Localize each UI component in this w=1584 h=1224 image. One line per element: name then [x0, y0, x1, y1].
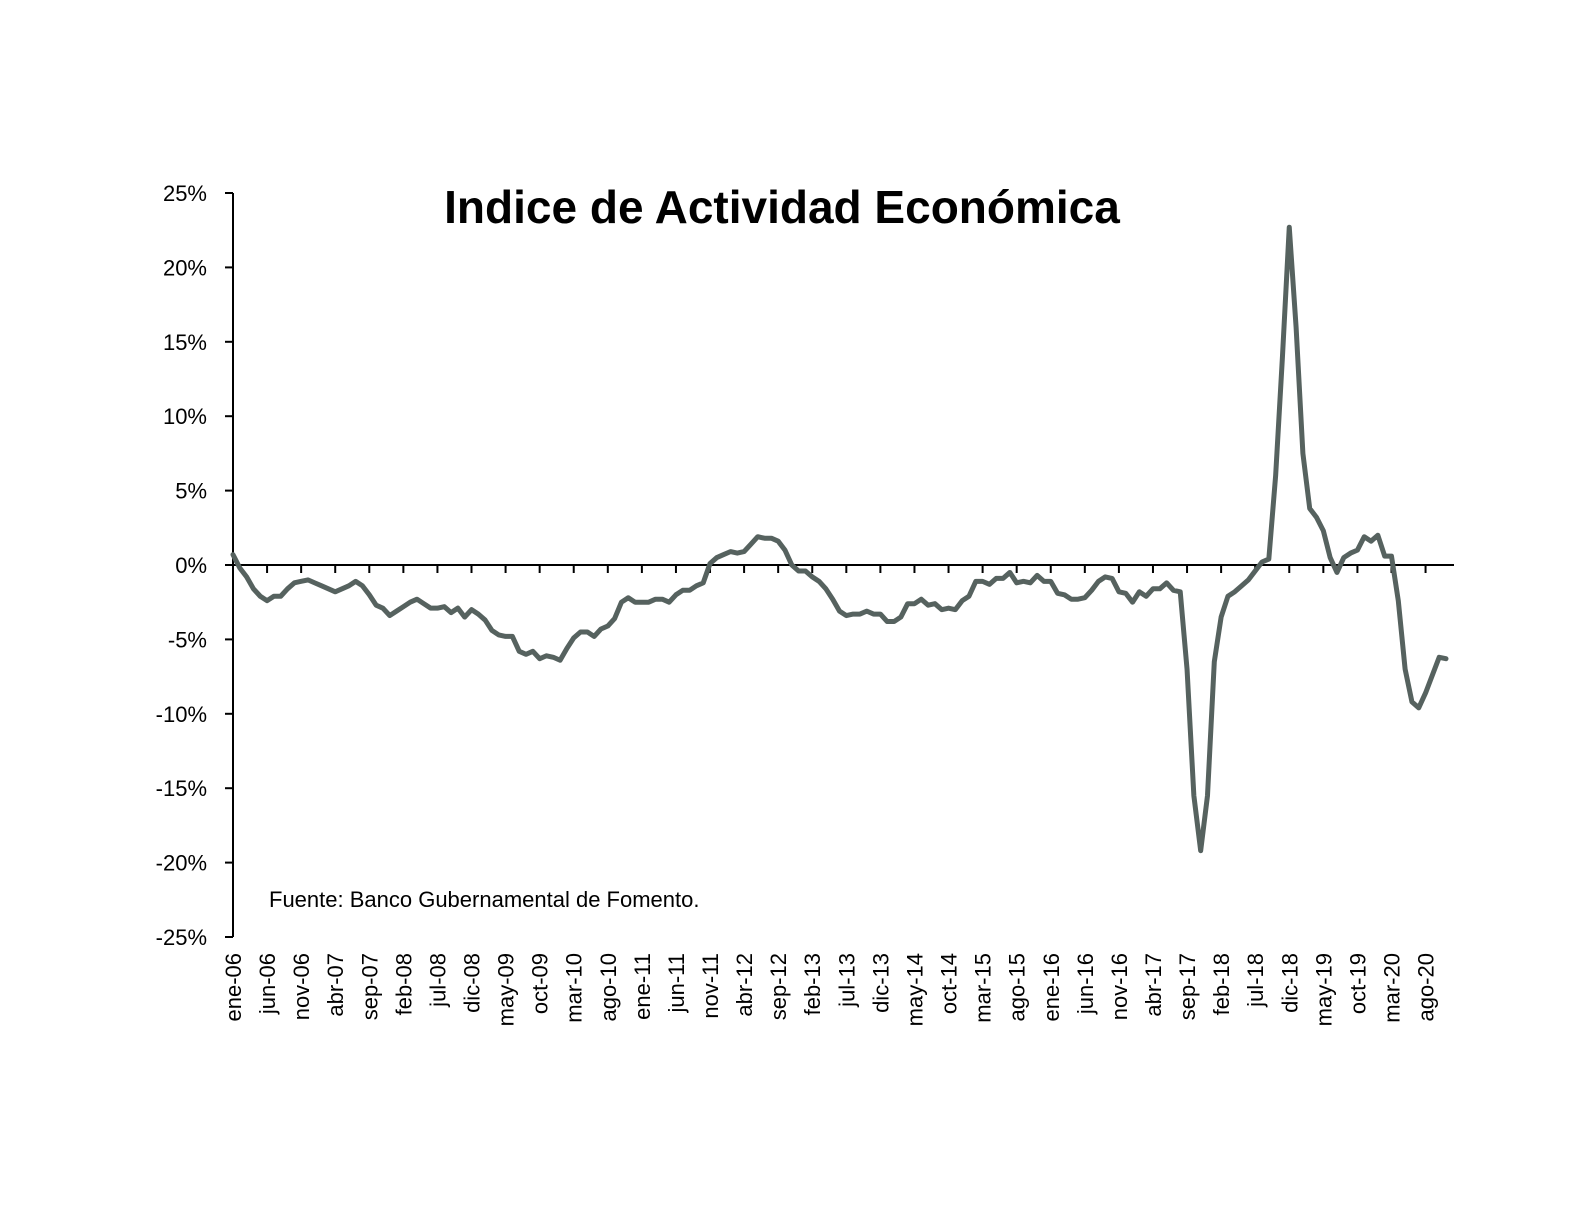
y-tick-label: -5%	[168, 627, 207, 652]
y-axis-ticks: 25% 20% 15% 10% 5% 0% -5% -10% -15% -20% -25%	[156, 181, 233, 950]
chart-title: Indice de Actividad Económica	[444, 181, 1120, 233]
x-tick-label: may-19	[1311, 953, 1336, 1026]
x-tick-label: sep-12	[766, 953, 791, 1020]
x-tick-label: may-14	[902, 953, 927, 1026]
x-tick-label: dic-18	[1277, 953, 1302, 1013]
x-tick-label: dic-13	[868, 953, 893, 1013]
x-axis-ticks: ene-06 jun-06 nov-06 abr-07 sep-07 feb-08 jul-…	[221, 565, 1439, 1026]
x-tick-label: sep-17	[1175, 953, 1200, 1020]
y-tick-label: -20%	[156, 851, 207, 876]
x-tick-label: nov-06	[289, 953, 314, 1020]
x-tick-label: jun-16	[1073, 953, 1098, 1015]
y-tick-label: 20%	[163, 255, 207, 280]
x-tick-label: ene-06	[221, 953, 246, 1022]
x-tick-label: abr-12	[732, 953, 757, 1017]
x-tick-label: ago-15	[1005, 953, 1030, 1022]
x-tick-label: oct-19	[1345, 953, 1370, 1014]
x-tick-label: jul-13	[834, 953, 859, 1008]
x-tick-label: ene-16	[1039, 953, 1064, 1022]
y-tick-label: 25%	[163, 181, 207, 206]
x-tick-label: jul-18	[1243, 953, 1268, 1008]
x-tick-label: nov-11	[698, 953, 723, 1019]
x-tick-label: ago-10	[596, 953, 621, 1022]
x-tick-label: jun-11	[664, 953, 689, 1014]
x-tick-label: oct-14	[937, 953, 962, 1014]
x-tick-label: sep-07	[357, 953, 382, 1020]
x-tick-label: oct-09	[528, 953, 553, 1014]
y-tick-label: -15%	[156, 776, 207, 801]
x-tick-label: jul-08	[425, 953, 450, 1008]
x-tick-label: nov-16	[1107, 953, 1132, 1020]
series-line	[230, 224, 1449, 854]
x-tick-label: feb-18	[1209, 953, 1234, 1015]
y-tick-label: 5%	[175, 479, 207, 504]
source-note: Fuente: Banco Gubernamental de Fomento.	[269, 887, 699, 912]
y-tick-label: 15%	[163, 330, 207, 355]
x-tick-label: mar-10	[562, 953, 587, 1023]
x-tick-label: ene-11	[630, 953, 655, 1020]
x-tick-label: dic-08	[460, 953, 485, 1013]
x-tick-label: abr-17	[1141, 953, 1166, 1017]
x-tick-label: mar-20	[1379, 953, 1404, 1023]
x-tick-label: feb-08	[391, 953, 416, 1015]
x-tick-label: may-09	[494, 953, 519, 1026]
x-tick-label: feb-13	[800, 953, 825, 1015]
y-tick-label: 0%	[175, 553, 207, 578]
y-tick-label: 10%	[163, 404, 207, 429]
y-tick-label: -10%	[156, 702, 207, 727]
x-tick-label: abr-07	[323, 953, 348, 1017]
x-tick-label: ago-20	[1414, 953, 1439, 1022]
x-tick-label: mar-15	[971, 953, 996, 1023]
x-tick-label: jun-06	[255, 953, 280, 1015]
y-tick-label: -25%	[156, 925, 207, 950]
